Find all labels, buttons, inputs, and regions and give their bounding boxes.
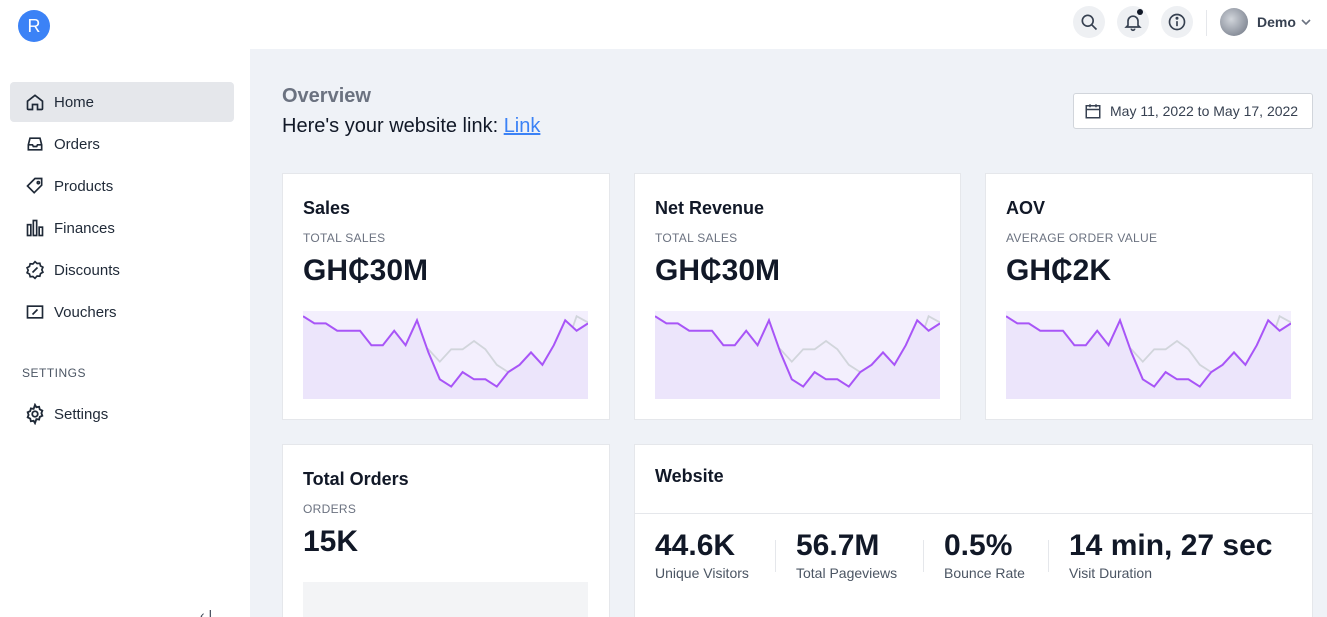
calendar-icon [1084, 102, 1102, 120]
net-revenue-card: Net Revenue TOTAL SALES GH₵30M [634, 173, 961, 420]
card-subtitle: TOTAL SALES [303, 231, 386, 245]
sidebar-item-home[interactable]: Home [10, 82, 234, 122]
top-bar: R Demo [0, 0, 1327, 49]
sparkline-area [303, 316, 588, 399]
topbar-divider [1206, 10, 1207, 36]
search-button[interactable] [1073, 6, 1105, 38]
sparkline-series-line [303, 315, 588, 388]
total-orders-card: Total Orders ORDERS 15K [282, 444, 610, 617]
stat-divider [923, 540, 924, 572]
user-name[interactable]: Demo [1257, 14, 1296, 30]
logo-letter: R [27, 15, 41, 36]
orders-chart-area [303, 582, 588, 617]
stat-label: Bounce Rate [944, 565, 1025, 581]
sidebar-item-label: Discounts [54, 261, 120, 279]
gear-icon [24, 403, 46, 425]
sidebar-collapse-handle[interactable]: ‹ | [200, 607, 213, 617]
sidebar-item-label: Orders [54, 135, 100, 153]
sales-card: Sales TOTAL SALES GH₵30M [282, 173, 610, 420]
sparkline-chart [655, 311, 940, 399]
info-icon [1168, 13, 1186, 31]
sidebar-item-label: Settings [54, 405, 109, 423]
stat-label: Visit Duration [1069, 565, 1153, 581]
notification-dot [1137, 9, 1143, 15]
card-value: 15K [303, 525, 359, 558]
sidebar-item-orders[interactable]: Orders [10, 124, 234, 164]
stat-total-pageviews: 56.7M Total Pageviews [796, 529, 897, 581]
card-divider [635, 513, 1312, 514]
sparkline-series-line [655, 315, 940, 388]
sparkline-chart [1006, 311, 1291, 399]
stat-divider [775, 540, 776, 572]
discount-badge-icon [24, 259, 46, 281]
stat-value: 14 min, 27 sec [1069, 529, 1273, 562]
search-icon [1081, 14, 1098, 31]
sidebar-item-vouchers[interactable]: Vouchers [10, 292, 234, 332]
stat-value: 44.6K [655, 529, 736, 562]
website-card: Website 44.6K Unique Visitors 56.7M Tota… [634, 444, 1313, 617]
aov-card: AOV AVERAGE ORDER VALUE GH₵2K [985, 173, 1313, 420]
avatar[interactable] [1220, 8, 1248, 36]
inbox-icon [24, 133, 46, 155]
card-subtitle: AVERAGE ORDER VALUE [1006, 231, 1158, 245]
home-icon [24, 91, 46, 113]
sidebar-item-discounts[interactable]: Discounts [10, 250, 234, 290]
website-link[interactable]: Link [503, 115, 541, 137]
stat-label: Unique Visitors [655, 565, 749, 581]
sparkline-area [655, 316, 940, 399]
chevron-down-icon[interactable] [1300, 16, 1312, 28]
sparkline-area [1006, 316, 1291, 399]
stat-bounce-rate: 0.5% Bounce Rate [944, 529, 1025, 581]
sidebar-item-label: Vouchers [54, 303, 117, 321]
info-button[interactable] [1161, 6, 1193, 38]
sidebar: Home Orders Products Finances Discounts … [0, 49, 250, 617]
stat-divider [1048, 540, 1049, 572]
stat-visit-duration: 14 min, 27 sec Visit Duration [1069, 529, 1272, 581]
sidebar-item-settings[interactable]: Settings [10, 394, 234, 434]
card-value: GH₵2K [1006, 254, 1112, 287]
voucher-icon [24, 301, 46, 323]
stat-label: Total Pageviews [796, 565, 898, 581]
card-title: AOV [1006, 198, 1046, 218]
bell-icon [1124, 15, 1142, 32]
card-title: Total Orders [303, 469, 409, 489]
card-title: Website [655, 466, 724, 486]
sidebar-item-finances[interactable]: Finances [10, 208, 234, 248]
date-range-picker[interactable]: May 11, 2022 to May 17, 2022 [1073, 93, 1313, 129]
card-subtitle: ORDERS [303, 502, 357, 516]
card-value: GH₵30M [655, 254, 781, 287]
page-title: Overview [282, 85, 371, 107]
tag-icon [24, 175, 46, 197]
sidebar-item-label: Products [54, 177, 114, 195]
sparkline-chart [303, 311, 588, 399]
sparkline-series-line [1006, 315, 1291, 388]
sidebar-item-label: Home [54, 93, 95, 111]
website-link-text: Here's your website link: [282, 115, 499, 137]
sidebar-item-products[interactable]: Products [10, 166, 234, 206]
stat-value: 56.7M [796, 529, 880, 562]
card-subtitle: TOTAL SALES [655, 231, 738, 245]
website-link-line: Here's your website link: Link [282, 115, 540, 138]
stat-unique-visitors: 44.6K Unique Visitors [655, 529, 749, 581]
sidebar-item-label: Finances [54, 219, 115, 237]
card-title: Net Revenue [655, 198, 765, 218]
notifications-button[interactable] [1117, 6, 1149, 38]
card-title: Sales [303, 198, 351, 218]
date-range-value: May 11, 2022 to May 17, 2022 [1110, 103, 1299, 119]
stat-value: 0.5% [944, 529, 1013, 562]
bank-icon [24, 217, 46, 239]
settings-section-label: SETTINGS [22, 366, 87, 380]
card-value: GH₵30M [303, 254, 429, 287]
app-logo[interactable]: R [18, 10, 50, 42]
